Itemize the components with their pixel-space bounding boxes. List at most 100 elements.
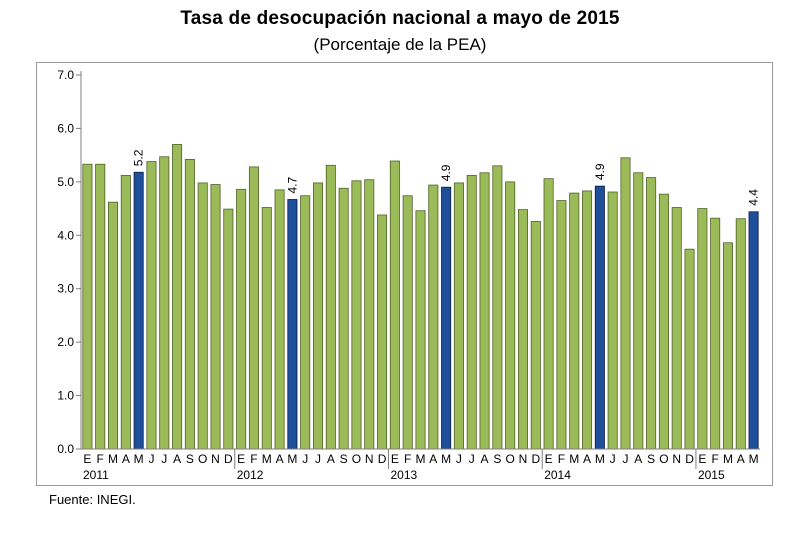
bar	[108, 201, 119, 450]
bar	[95, 163, 106, 450]
month-tick-label: A	[583, 452, 591, 466]
month-tick-label: M	[262, 452, 272, 466]
month-tick-label: J	[469, 452, 475, 466]
bar	[607, 191, 618, 450]
y-tick-label: 1.0	[57, 389, 74, 403]
y-tick-label: 7.0	[57, 68, 74, 82]
month-tick-label: S	[493, 452, 501, 466]
month-tick-label: M	[441, 452, 451, 466]
bar	[159, 156, 170, 450]
bar	[543, 178, 554, 450]
year-label: 2012	[237, 468, 264, 482]
month-tick-label: J	[148, 452, 154, 466]
month-tick-label: E	[698, 452, 706, 466]
bar	[82, 163, 93, 450]
month-tick-label: A	[634, 452, 642, 466]
source-note: Fuente: INEGI.	[49, 492, 136, 507]
month-tick-label: E	[237, 452, 245, 466]
bar	[364, 179, 375, 450]
bar	[236, 188, 247, 450]
y-tick-label: 5.0	[57, 175, 74, 189]
y-tick-label: 0.0	[57, 442, 74, 456]
bar	[402, 195, 413, 450]
bar	[197, 182, 208, 450]
data-label: 4.9	[593, 163, 607, 180]
bar	[210, 184, 221, 450]
bar	[697, 208, 708, 450]
bar	[248, 166, 259, 450]
month-tick-label: M	[108, 452, 118, 466]
data-label: 4.9	[439, 164, 453, 181]
bar	[223, 208, 234, 450]
bar	[377, 214, 388, 450]
month-tick-label: S	[186, 452, 194, 466]
month-tick-label: A	[173, 452, 181, 466]
month-tick-label: N	[672, 452, 681, 466]
bar-highlight	[594, 185, 605, 450]
month-tick-label: D	[224, 452, 233, 466]
bar	[710, 217, 721, 450]
chart-frame: 0.0 1.0 2.0 3.0 4.0 5.0 6.0 7.0 5.2 4.7 4.9 4.9 4.4 E…	[36, 62, 773, 486]
chart-title: Tasa de desocupación nacional a mayo de …	[180, 8, 620, 29]
month-tick-label: M	[287, 452, 297, 466]
bar-highlight	[441, 186, 452, 450]
bar-highlight	[287, 199, 298, 450]
month-tick-label: D	[378, 452, 387, 466]
month-tick-label: O	[198, 452, 207, 466]
month-tick-label: J	[610, 452, 616, 466]
year-label: 2015	[698, 468, 725, 482]
month-tick-label: M	[723, 452, 733, 466]
month-tick-label: O	[506, 452, 515, 466]
month-tick-label: M	[595, 452, 605, 466]
month-tick-label: J	[302, 452, 308, 466]
bar	[466, 175, 477, 450]
month-tick-label: F	[97, 452, 104, 466]
bar	[671, 207, 682, 450]
month-tick-label: N	[519, 452, 528, 466]
year-label: 2013	[390, 468, 417, 482]
month-tick-label: A	[737, 452, 745, 466]
data-label: 5.2	[132, 149, 146, 166]
bar	[274, 189, 285, 450]
data-label: 4.7	[285, 176, 299, 193]
month-tick-label: S	[647, 452, 655, 466]
bar	[658, 193, 669, 450]
month-tick-label: E	[391, 452, 399, 466]
month-tick-label: J	[161, 452, 167, 466]
bar	[415, 210, 426, 450]
bar	[505, 181, 516, 450]
month-tick-label: A	[481, 452, 489, 466]
chart-subtitle: (Porcentaje de la PEA)	[313, 35, 487, 54]
bar	[389, 160, 400, 450]
month-tick-label: E	[83, 452, 91, 466]
month-tick-label: F	[404, 452, 411, 466]
bar	[312, 182, 324, 450]
bar	[300, 195, 311, 450]
bar-chart: 0.0 1.0 2.0 3.0 4.0 5.0 6.0 7.0 5.2 4.7 4.9 4.9 4.4 E…	[57, 68, 761, 482]
month-tick-label: N	[211, 452, 220, 466]
month-tick-label: M	[416, 452, 426, 466]
month-tick-label: J	[456, 452, 462, 466]
y-tick-label: 6.0	[57, 121, 74, 135]
bar	[620, 157, 631, 450]
bar-highlight	[748, 211, 759, 450]
bar	[325, 164, 336, 450]
month-tick-label: O	[352, 452, 361, 466]
month-tick-label: O	[659, 452, 668, 466]
bar	[569, 192, 580, 450]
month-tick-label: F	[558, 452, 565, 466]
month-tick-label: S	[340, 452, 348, 466]
bar-highlight	[133, 171, 144, 450]
bar	[684, 248, 695, 450]
data-label: 4.4	[747, 189, 761, 206]
bar	[633, 172, 644, 450]
bar	[646, 177, 657, 450]
month-tick-label: J	[315, 452, 321, 466]
bar	[338, 187, 349, 450]
month-tick-label: J	[622, 452, 628, 466]
month-tick-label: F	[711, 452, 718, 466]
bar	[479, 172, 490, 450]
bar	[453, 182, 464, 450]
bar	[428, 184, 439, 450]
month-tick-label: N	[365, 452, 374, 466]
